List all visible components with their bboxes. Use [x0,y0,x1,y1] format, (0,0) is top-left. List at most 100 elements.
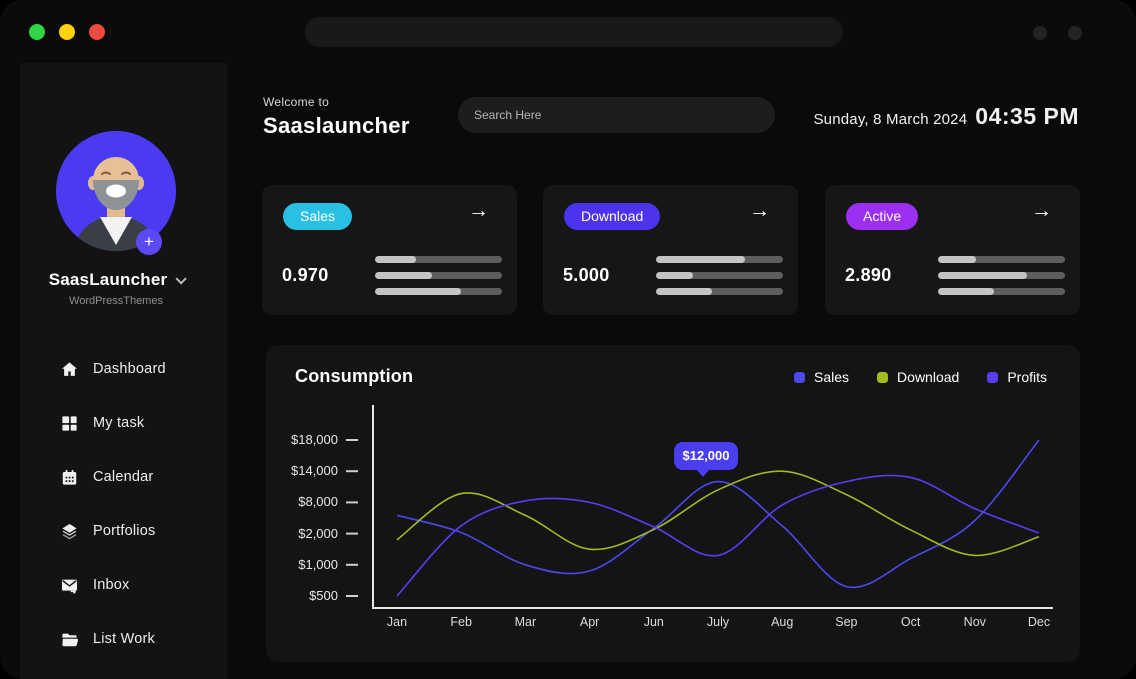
page-title: Saaslauncher [263,113,410,138]
traffic-light-red-button[interactable] [89,24,105,40]
y-axis-label: $18,000 [291,432,338,447]
x-axis-label: Oct [900,615,921,629]
active-mini-bars [938,256,1065,304]
sales-value: 0.970 [282,265,329,285]
chevron-down-icon [175,273,188,285]
chart-title: Consumption [295,366,414,386]
time-text: 04:35 PM [975,103,1079,129]
y-axis-label: $14,000 [291,463,338,479]
consumption-chart-panel: Consumption Sales Download Profits [266,345,1080,662]
line-download [396,470,1040,557]
arrow-right-icon[interactable]: → [468,199,489,222]
line-profits [396,474,1040,597]
stat-card-sales: Sales → 0.970 [262,185,517,315]
progress-bar [656,256,783,263]
progress-bar [656,288,783,295]
legend-item-profits[interactable]: Profits [987,369,1047,385]
stat-card-active: Active → 2.890 [825,185,1080,315]
sales-mini-bars [375,256,502,304]
progress-bar [375,256,502,263]
progress-fill [656,272,693,279]
progress-fill [938,256,977,263]
active-badge: Active [846,203,919,230]
stat-card-download: Download → 5.000 [543,185,798,315]
progress-fill [656,256,745,263]
chart-tooltip: $12,000 [674,442,738,477]
profile-switcher[interactable]: SaasLauncher [20,270,212,290]
progress-bar [375,288,502,295]
x-axis-label: Mar [514,615,537,629]
download-mini-bars [656,256,783,304]
y-axis-label: $8,000 [298,494,338,510]
progress-fill [656,288,712,295]
active-value: 2.890 [845,265,892,285]
x-axis-label: Sep [835,615,858,629]
profile-subtitle: WordPressThemes [69,295,163,307]
y-axis-label: $1,000 [298,556,338,572]
download-legend-dot-icon [877,371,889,383]
progress-fill [375,288,462,295]
sidebar-item-dashboard[interactable]: Dashboard [20,354,227,384]
line-chart [346,405,1053,609]
folder-icon [60,630,79,649]
home-icon [60,360,79,379]
y-axis-label: $500 [309,588,338,603]
browser-titlebar [0,0,1136,63]
main-content: Welcome to Saaslauncher Sunday, 8 March … [227,63,1136,679]
grid-icon [60,414,79,433]
address-bar[interactable] [305,17,843,47]
titlebar-button-left[interactable] [1033,26,1047,40]
progress-bar [375,272,502,279]
add-account-button[interactable]: + [136,229,162,255]
sidebar: + SaasLauncher WordPressThemes Dashboard… [20,63,227,679]
traffic-light-green-button[interactable] [29,24,45,40]
x-axis-label: Feb [450,615,472,629]
arrow-right-icon[interactable]: → [749,199,770,222]
download-badge: Download [564,203,661,230]
calendar-icon [60,468,79,487]
layers-icon [60,522,79,541]
search-input[interactable] [458,97,775,133]
y-axis-label: $2,000 [298,525,338,541]
sidebar-item-list-work[interactable]: List Work [20,624,227,654]
sales-legend-dot-icon [794,371,806,383]
progress-bar [938,288,1065,295]
sidebar-item-my-task[interactable]: My task [20,408,227,438]
progress-bar [656,272,783,279]
sidebar-item-calendar[interactable]: Calendar [20,462,227,492]
legend-item-sales[interactable]: Sales [794,369,849,385]
chart-legend: Sales Download Profits [794,369,1047,385]
welcome-text: Welcome to [263,95,330,109]
titlebar-button-right[interactable] [1068,26,1082,40]
line-sales [396,439,1040,589]
x-axis-label: Jan [386,615,408,629]
x-axis-label: Aug [771,615,794,629]
profile-name: SaasLauncher [48,270,168,289]
progress-fill [375,272,433,279]
progress-bar [938,272,1065,279]
download-value: 5.000 [563,265,610,285]
x-axis-label: Nov [963,615,986,629]
progress-fill [938,272,1027,279]
x-axis-label: Dec [1027,615,1051,629]
datetime: Sunday, 8 March 2024 04:35 PM [813,103,1079,130]
legend-item-download[interactable]: Download [877,369,959,385]
avatar[interactable] [56,131,176,251]
x-axis-label: Apr [579,615,600,629]
arrow-right-icon[interactable]: → [1031,199,1052,222]
x-axis-label: July [706,615,730,629]
profits-legend-dot-icon [987,371,999,383]
sales-badge: Sales [283,203,353,230]
progress-fill [938,288,994,295]
sidebar-nav: Dashboard My task Calendar Portfolios [20,354,227,654]
inbox-icon [60,576,79,595]
sidebar-item-inbox[interactable]: Inbox [20,570,227,600]
progress-fill [375,256,416,263]
sidebar-item-portfolios[interactable]: Portfolios [20,516,227,546]
avatar-photo [56,131,176,251]
date-text: Sunday, 8 March 2024 [813,111,968,128]
traffic-light-yellow-button[interactable] [59,24,75,40]
progress-bar [938,256,1065,263]
x-axis-label: Jun [643,615,664,629]
